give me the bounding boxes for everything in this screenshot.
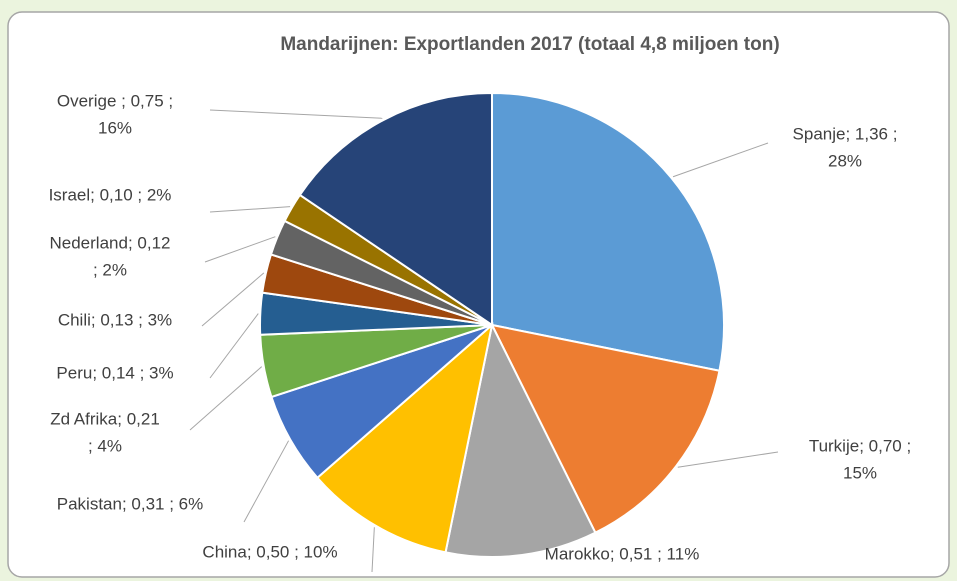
data-label: Spanje; 1,36 ; bbox=[793, 124, 898, 143]
data-label: Pakistan; 0,31 ; 6% bbox=[57, 494, 203, 513]
data-label: China; 0,50 ; 10% bbox=[202, 542, 337, 561]
data-label: Overige ; 0,75 ; bbox=[57, 91, 173, 110]
data-label: Turkije; 0,70 ; bbox=[809, 436, 911, 455]
data-label: 16% bbox=[98, 118, 132, 137]
data-label: Peru; 0,14 ; 3% bbox=[56, 363, 173, 382]
pie-slice bbox=[491, 91, 725, 372]
leader-line bbox=[677, 451, 779, 468]
pie-slice bbox=[315, 322, 494, 554]
leader-line bbox=[209, 313, 259, 379]
pie-slice bbox=[490, 323, 721, 535]
leader-line bbox=[672, 142, 769, 178]
data-label: Israel; 0,10 ; 2% bbox=[49, 185, 172, 204]
leader-line bbox=[209, 109, 383, 119]
data-label: 15% bbox=[843, 463, 877, 482]
leader-line bbox=[204, 236, 276, 263]
pie-slice bbox=[444, 321, 597, 558]
data-label: 28% bbox=[828, 151, 862, 170]
leader-line bbox=[209, 206, 291, 213]
data-label: ; 4% bbox=[88, 436, 122, 455]
chart-title: Mandarijnen: Exportlanden 2017 (totaal 4… bbox=[280, 34, 779, 55]
data-label: Chili; 0,13 ; 3% bbox=[58, 310, 172, 329]
data-label: Marokko; 0,51 ; 11% bbox=[545, 544, 700, 563]
pie-slice bbox=[298, 91, 493, 327]
leader-line bbox=[201, 272, 265, 327]
data-label: Zd Afrika; 0,21 bbox=[50, 409, 160, 428]
data-label: ; 2% bbox=[93, 260, 127, 279]
leader-line bbox=[243, 440, 290, 523]
leader-line bbox=[371, 527, 375, 573]
data-label: Nederland; 0,12 bbox=[50, 233, 171, 252]
leader-line bbox=[189, 366, 263, 431]
